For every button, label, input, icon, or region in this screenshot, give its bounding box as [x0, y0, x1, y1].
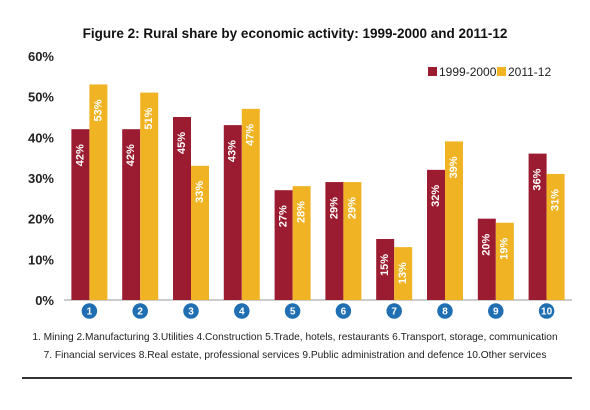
data-label: 42%: [74, 144, 86, 166]
data-label: 51%: [143, 107, 155, 129]
legend-swatch: [428, 67, 437, 76]
category-badge: [537, 301, 556, 321]
footnote-line: 7. Financial services 8.Real estate, pro…: [44, 350, 547, 361]
category-badge: [283, 301, 302, 321]
legend: 1999-2000 2011-12: [428, 65, 551, 79]
bar-series1-cat7: [376, 239, 395, 300]
bar-series1-cat3: [173, 117, 191, 300]
category-badge: [80, 301, 99, 321]
category-label: 2: [137, 307, 143, 318]
y-tick-label: 10%: [28, 252, 54, 267]
category-badge: [232, 301, 252, 321]
legend-label: 1999-2000: [439, 65, 497, 79]
bar-series2-cat5: [292, 186, 311, 300]
bar-series1-cat6: [325, 182, 344, 300]
data-label: 43%: [227, 140, 239, 162]
category-label: 10: [541, 307, 553, 318]
bar-series1-cat2: [122, 129, 141, 300]
y-tick-label: 30%: [28, 171, 54, 186]
bar-series2-cat8: [445, 141, 463, 300]
bar-series2-cat7: [394, 247, 413, 300]
category-label: 9: [493, 307, 499, 318]
data-label: 45%: [176, 132, 188, 154]
bar-series1-cat8: [427, 169, 445, 300]
y-tick-label: 0%: [35, 293, 54, 308]
category-label: 6: [341, 307, 347, 318]
category-badge: [384, 301, 404, 321]
category-badge: [181, 301, 201, 321]
bar-series1-cat5: [274, 190, 293, 300]
data-label: 39%: [448, 156, 460, 178]
category-label: 4: [239, 307, 245, 318]
y-tick-label: 50%: [28, 90, 54, 105]
category-badge: [486, 301, 506, 321]
bar-series1-cat10: [528, 153, 547, 300]
y-tick-label: 60%: [28, 49, 54, 64]
data-label: 19%: [499, 238, 511, 260]
data-label: 15%: [379, 254, 391, 276]
data-label: 32%: [430, 185, 442, 207]
bar-series2-cat10: [546, 173, 565, 300]
data-label: 47%: [245, 124, 257, 146]
data-label: 13%: [397, 262, 409, 284]
y-axis: 0% 10% 20% 30% 40% 50% 60%: [28, 49, 54, 308]
y-tick-label: 20%: [28, 212, 54, 227]
data-label: 28%: [296, 201, 308, 223]
bar-series2-cat9: [495, 222, 514, 300]
bar-series2-cat6: [343, 182, 362, 300]
category-badge: [130, 301, 150, 321]
data-label: 31%: [550, 189, 562, 211]
bar-series2-cat1: [89, 84, 108, 300]
data-label: 53%: [92, 99, 104, 121]
data-label: 20%: [481, 233, 493, 255]
bar-series1-cat9: [477, 218, 496, 300]
category-label: 1: [87, 307, 93, 318]
category-label: 3: [188, 307, 194, 318]
data-label: 27%: [278, 205, 290, 227]
data-label: 33%: [194, 181, 206, 203]
bar-series1-cat1: [71, 129, 90, 300]
data-label: 42%: [125, 144, 137, 166]
chart-title: Figure 2: Rural share by economic activi…: [83, 26, 508, 41]
legend-swatch: [497, 67, 506, 76]
category-badge: [435, 301, 455, 321]
bar-series1-cat4: [223, 125, 242, 300]
data-label: 36%: [532, 168, 544, 190]
category-badge: [334, 301, 353, 321]
bar-series2-cat3: [191, 165, 209, 300]
legend-label: 2011-12: [508, 65, 551, 79]
bar-series2-cat4: [241, 108, 260, 300]
category-badges: 1 2 3 4 5 6 7 8 9 10: [80, 301, 556, 321]
category-label: 8: [442, 307, 448, 318]
footnote-line: 1. Mining 2.Manufacturing 3.Utilities 4.…: [32, 332, 557, 343]
category-label: 5: [290, 307, 296, 318]
footnote: 1. Mining 2.Manufacturing 3.Utilities 4.…: [32, 332, 557, 361]
y-tick-label: 40%: [28, 130, 54, 145]
bars: 42% 53% 42% 51% 45% 33% 43% 47% 27% 28% 29% 29% 15% 1…: [71, 84, 565, 300]
bar-series2-cat2: [140, 92, 159, 300]
data-label: 29%: [328, 197, 340, 219]
category-label: 7: [391, 307, 397, 318]
data-label: 29%: [346, 197, 358, 219]
